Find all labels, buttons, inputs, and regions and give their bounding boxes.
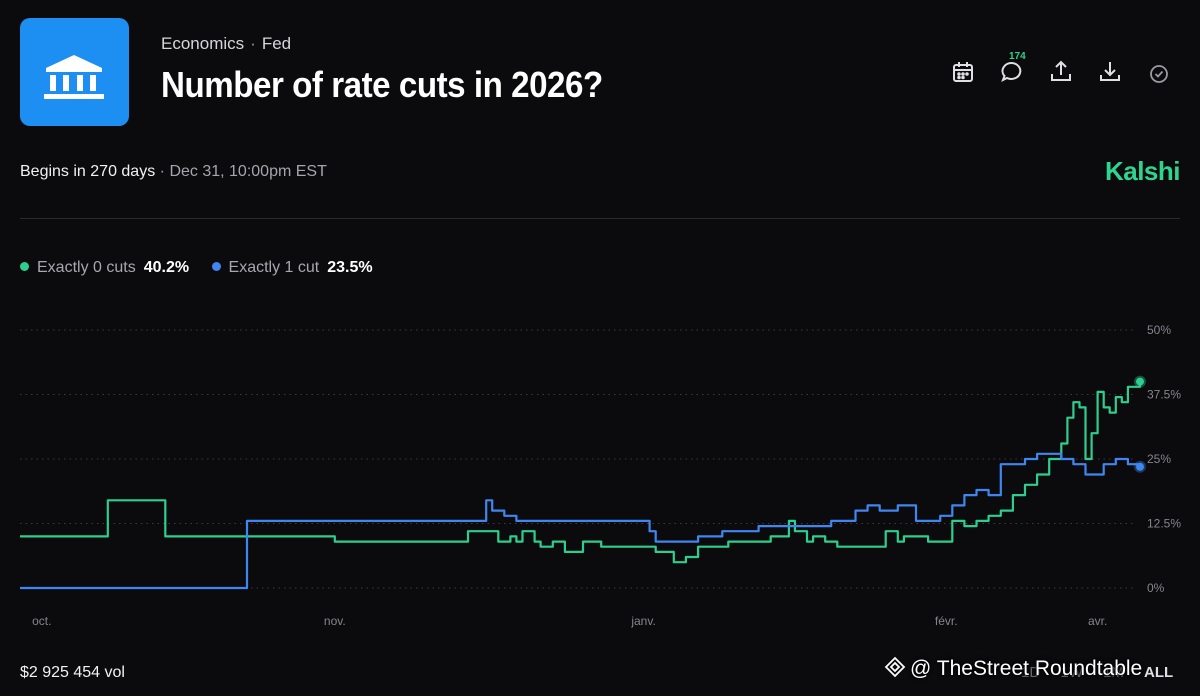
x-tick-label: avr.	[1088, 614, 1107, 628]
begins-date: Dec 31, 10:00pm EST	[169, 163, 327, 180]
calendar-icon	[953, 62, 973, 82]
comment-icon	[1001, 62, 1022, 83]
binance-diamond-icon	[884, 656, 906, 684]
legend-value: 23.5%	[327, 259, 373, 276]
y-tick-label: 50%	[1147, 323, 1171, 337]
watch-button[interactable]	[1145, 60, 1173, 88]
chart-legend: Exactly 0 cuts 40.2% Exactly 1 cut 23.5%	[20, 259, 391, 277]
legend-item-1-cut[interactable]: Exactly 1 cut 23.5%	[211, 259, 373, 277]
x-tick-label: févr.	[935, 614, 958, 628]
x-tick-label: janv.	[630, 614, 655, 628]
legend-dot-blue	[211, 262, 221, 271]
share-icon	[1051, 60, 1071, 81]
range-tab-1d[interactable]: 1D	[1021, 664, 1041, 681]
download-button[interactable]	[1096, 58, 1124, 86]
legend-label: Exactly 0 cuts	[37, 259, 136, 276]
check-circle-icon	[1150, 65, 1168, 83]
range-tabs: 1D 1W 1M ALL	[1005, 664, 1173, 681]
series-end-point-0	[1136, 377, 1144, 386]
volume-label: $2 925 454 vol	[20, 664, 125, 681]
y-tick-label: 37.5%	[1147, 388, 1181, 402]
range-tab-all[interactable]: ALL	[1144, 664, 1174, 681]
fed-building-logo	[20, 18, 129, 126]
watermark-text: @ TheStreet Roundtable	[910, 657, 1143, 680]
page-title: Number of rate cuts in 2026?	[161, 64, 603, 105]
download-icon	[1100, 62, 1120, 81]
share-button[interactable]	[1047, 58, 1075, 86]
legend-dot-green	[20, 262, 29, 271]
series-end-point-1	[1136, 462, 1144, 471]
watermark: @ TheStreet Roundtable	[884, 656, 1142, 684]
legend-value: 40.2%	[143, 259, 190, 276]
category-link[interactable]: Economics	[161, 34, 245, 53]
y-tick-label: 25%	[1147, 452, 1171, 466]
y-tick-label: 0%	[1147, 581, 1165, 595]
x-tick-label: nov.	[324, 614, 346, 628]
range-tab-1w[interactable]: 1W	[1060, 664, 1083, 681]
x-tick-label: oct.	[32, 614, 51, 628]
bank-building-icon	[44, 55, 104, 99]
legend-label: Exactly 1 cut	[228, 259, 320, 276]
range-tab-1m[interactable]: 1M	[1103, 664, 1124, 681]
begins-countdown: Begins in 270 days	[20, 163, 156, 180]
comments-count-badge: 174	[1009, 51, 1026, 62]
header-divider	[20, 218, 1180, 219]
market-schedule: Begins in 270 days · Dec 31, 10:00pm EST	[20, 163, 327, 180]
y-tick-label: 12.5%	[1147, 517, 1181, 531]
kalshi-logo[interactable]: Kalshi	[1104, 156, 1181, 186]
breadcrumb: Economics · Fed	[161, 34, 292, 53]
series-line-0	[20, 381, 1142, 564]
comments-button[interactable]	[998, 58, 1026, 86]
subcategory-link[interactable]: Fed	[261, 34, 292, 53]
calendar-button[interactable]	[949, 58, 977, 86]
price-history-chart[interactable]: 0% 12.5% 25% 37.5% 50% oct. nov. janv. févr. avr.	[0, 310, 1200, 640]
series-line-1	[20, 452, 1142, 590]
legend-item-0-cuts[interactable]: Exactly 0 cuts 40.2%	[20, 259, 189, 277]
